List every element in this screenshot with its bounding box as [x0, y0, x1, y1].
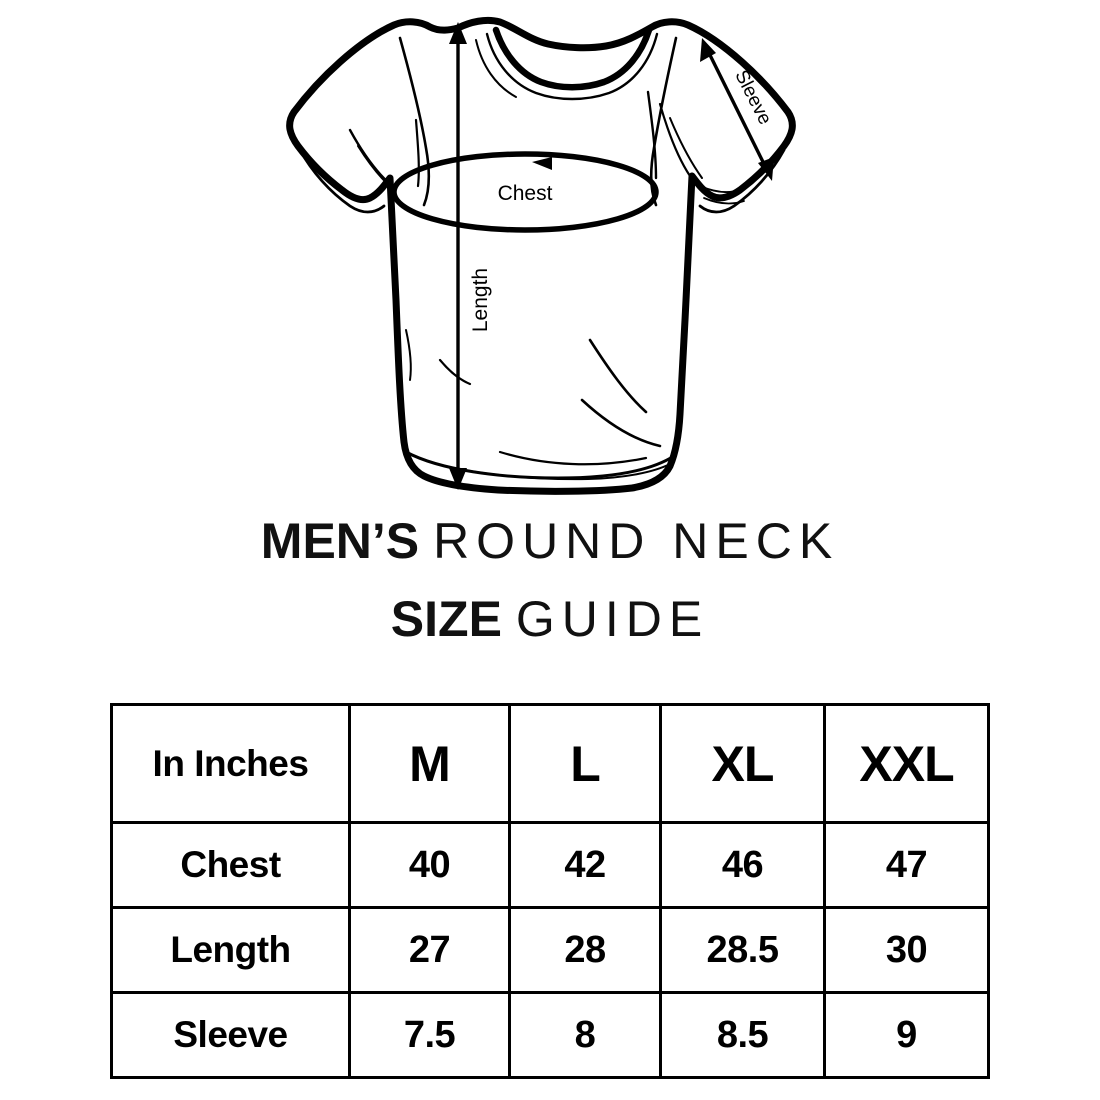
- chest-label: Chest: [498, 182, 553, 205]
- row-label-length: Length: [110, 906, 351, 994]
- title-mens: MEN’S: [260, 513, 420, 569]
- title-round-neck: ROUND NECK: [433, 513, 840, 569]
- chest-l: 42: [508, 821, 662, 909]
- title-line-1: MEN’S ROUND NECK: [0, 516, 1100, 566]
- header-size-m: M: [348, 703, 511, 824]
- header-size-xl: XL: [659, 703, 826, 824]
- sleeve-measure-arrow: [700, 38, 774, 181]
- size-table: In Inches M L XL XXL Chest 40 42 46 47 L…: [110, 703, 990, 1079]
- sleeve-m: 7.5: [348, 991, 511, 1079]
- length-l: 28: [508, 906, 662, 994]
- sleeve-l: 8: [508, 991, 662, 1079]
- title-line-2: SIZE GUIDE: [0, 594, 1100, 644]
- chest-xl: 46: [659, 821, 826, 909]
- length-label: Length: [469, 268, 492, 332]
- length-xxl: 30: [823, 906, 990, 994]
- header-size-l: L: [508, 703, 662, 824]
- tshirt-illustration: Chest Length Sleeve: [0, 0, 1100, 510]
- title-size: SIZE: [390, 591, 502, 647]
- row-label-sleeve: Sleeve: [110, 991, 351, 1079]
- length-m: 27: [348, 906, 511, 994]
- length-measure-arrow: [449, 22, 467, 490]
- table-row-sleeve: Sleeve 7.5 8 8.5 9: [110, 991, 990, 1079]
- header-unit-cell: In Inches: [110, 703, 351, 824]
- sleeve-label: Sleeve: [730, 67, 775, 128]
- table-header-row: In Inches M L XL XXL: [110, 703, 990, 824]
- chest-xxl: 47: [823, 821, 990, 909]
- sleeve-xl: 8.5: [659, 991, 826, 1079]
- chest-m: 40: [348, 821, 511, 909]
- page-title: MEN’S ROUND NECK SIZE GUIDE: [0, 516, 1100, 644]
- header-size-xxl: XXL: [823, 703, 990, 824]
- tshirt-svg: Chest Length Sleeve: [286, 16, 796, 495]
- table-row-length: Length 27 28 28.5 30: [110, 906, 990, 994]
- tshirt-outline: [286, 16, 796, 495]
- length-xl: 28.5: [659, 906, 826, 994]
- sleeve-xxl: 9: [823, 991, 990, 1079]
- size-table-container: In Inches M L XL XXL Chest 40 42 46 47 L…: [110, 703, 990, 1079]
- title-guide: GUIDE: [515, 591, 710, 647]
- chest-measure-ellipse: [391, 151, 659, 233]
- table-row-chest: Chest 40 42 46 47: [110, 821, 990, 909]
- row-label-chest: Chest: [110, 821, 351, 909]
